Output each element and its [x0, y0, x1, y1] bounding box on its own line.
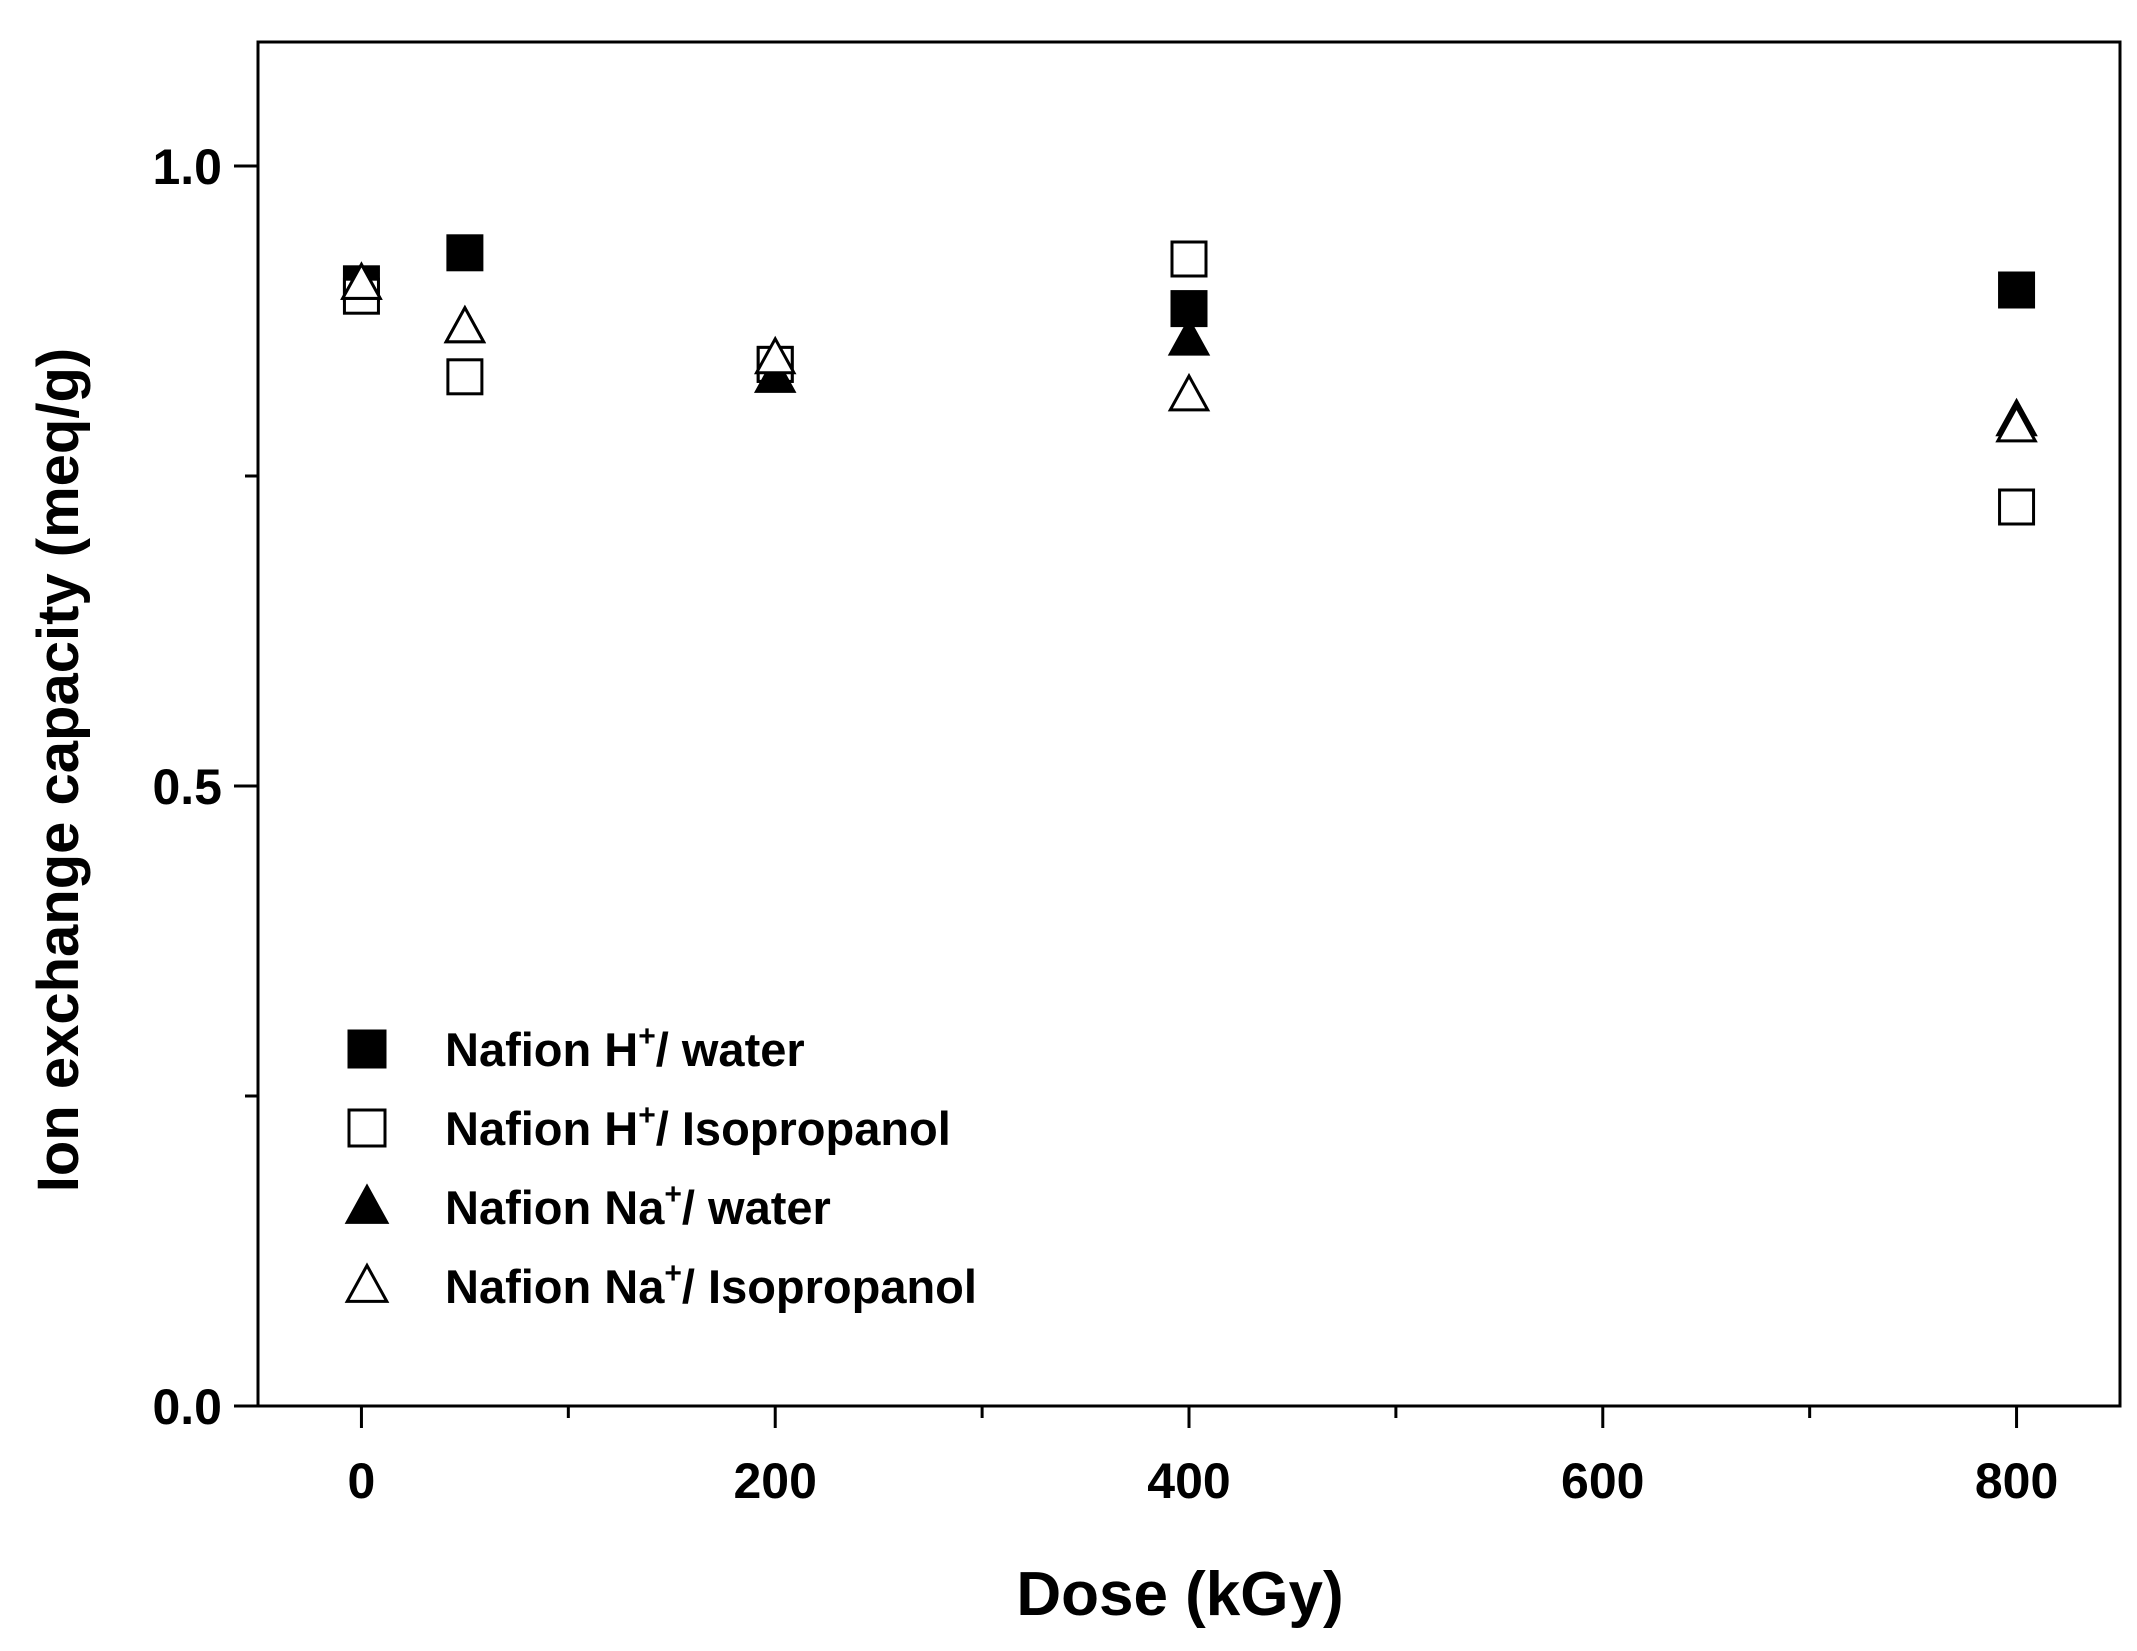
legend-label: Nafion Na+/ Isopropanol: [445, 1257, 977, 1313]
square-point: [1998, 488, 2036, 526]
triangle-point: [753, 335, 797, 375]
data-points: [340, 234, 2038, 526]
triangle-point: [443, 304, 487, 344]
tick-labels: 0 200 400 600 800 0.0 0.5 1.0: [152, 139, 2058, 1509]
axis-ticks: [234, 164, 2019, 1428]
square-point: [446, 358, 484, 396]
series-nafion-na-isopropanol: [340, 261, 2038, 443]
legend-label: Nafion H+/ water: [445, 1020, 805, 1076]
y-tick-label: 0.5: [152, 759, 222, 815]
square-point: [446, 234, 484, 272]
triangle-point: [753, 354, 797, 393]
x-tick-label: 400: [1147, 1453, 1230, 1509]
triangle-point: [1167, 372, 1211, 412]
x-tick-label: 0: [348, 1453, 376, 1509]
triangle-point: [1167, 317, 1211, 356]
legend: Nafion H+/ water Nafion H+/ Isopropanol Na…: [344, 1020, 977, 1313]
legend-label: Nafion Na+/ water: [445, 1178, 831, 1234]
y-tick-label: 1.0: [152, 139, 222, 195]
legend-marker: [347, 1029, 387, 1069]
legend-label: Nafion H+/ Isopropanol: [445, 1099, 951, 1155]
square-point: [1170, 240, 1208, 278]
x-tick-label: 200: [734, 1453, 817, 1509]
x-tick-label: 600: [1561, 1453, 1644, 1509]
legend-marker: [344, 1262, 390, 1303]
y-tick-label: 0.0: [152, 1379, 222, 1435]
legend-marker: [344, 1183, 390, 1224]
x-tick-label: 800: [1975, 1453, 2058, 1509]
y-axis-label: Ion exchange capacity (meq/g): [26, 348, 91, 1192]
triangle-point: [340, 261, 383, 300]
x-axis-label: Dose (kGy): [1016, 1560, 1343, 1629]
legend-marker: [347, 1108, 387, 1148]
square-point: [1998, 271, 2036, 309]
triangle-point: [1995, 403, 2038, 443]
